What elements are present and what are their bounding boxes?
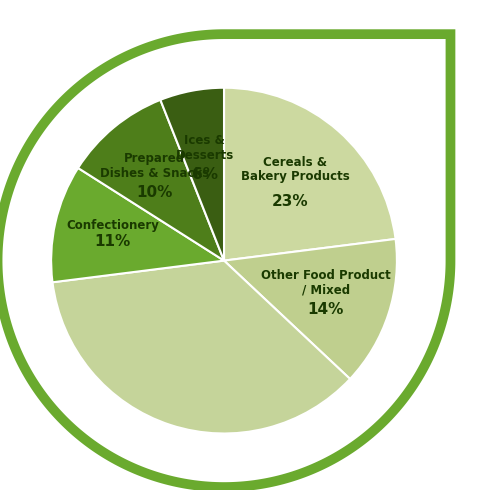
Text: Cereals &
Bakery Products: Cereals & Bakery Products — [241, 156, 349, 183]
Text: Confectionery: Confectionery — [66, 218, 159, 232]
Polygon shape — [2, 39, 446, 482]
Text: 23%: 23% — [272, 194, 309, 209]
Wedge shape — [224, 239, 397, 379]
Polygon shape — [0, 30, 455, 492]
Wedge shape — [78, 100, 224, 261]
Text: Other Food Product
/ Mixed: Other Food Product / Mixed — [261, 269, 391, 297]
Wedge shape — [51, 168, 224, 282]
Text: 6%: 6% — [191, 167, 218, 183]
Wedge shape — [53, 261, 350, 433]
Wedge shape — [224, 88, 395, 261]
Text: Ices &
Desserts: Ices & Desserts — [175, 134, 234, 162]
Text: 11%: 11% — [94, 234, 131, 248]
Text: Prepared
Dishes & Snacks: Prepared Dishes & Snacks — [100, 152, 209, 180]
Text: 14%: 14% — [308, 302, 344, 317]
Text: 10%: 10% — [136, 185, 173, 200]
Wedge shape — [160, 88, 224, 261]
